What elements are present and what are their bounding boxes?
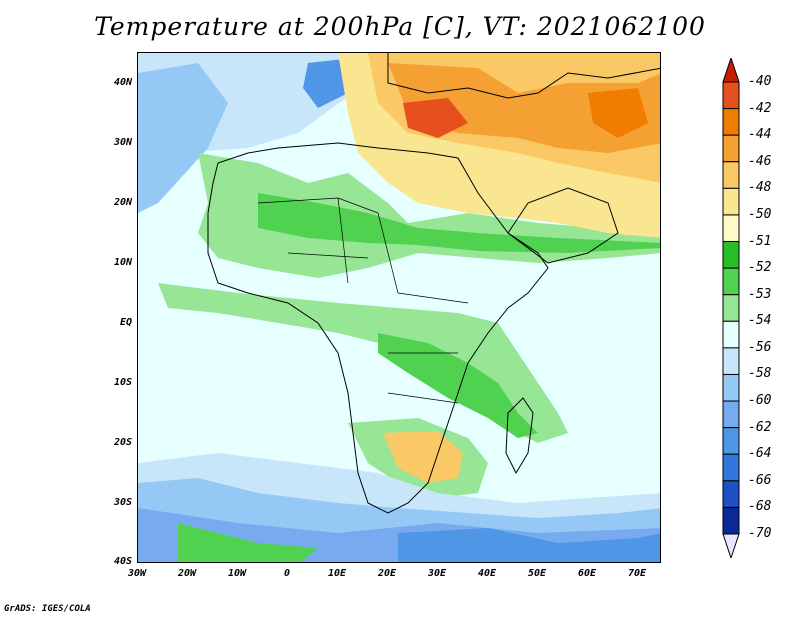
colorbar-swatch xyxy=(722,134,740,163)
colorbar-label: -56 xyxy=(748,339,772,355)
colorbar-label: -53 xyxy=(748,286,772,302)
colorbar-label: -52 xyxy=(748,260,772,276)
colorbar-label: -68 xyxy=(748,499,772,515)
colorbar-swatch xyxy=(722,453,740,482)
colorbar-label: -50 xyxy=(748,206,772,222)
map-svg xyxy=(138,53,660,562)
lon-label-40e: 40E xyxy=(477,568,497,579)
lat-label-10s: 10S xyxy=(113,377,132,388)
lat-label-30s: 30S xyxy=(113,497,132,508)
colorbar-swatch xyxy=(722,81,740,110)
lat-label-40s: 40S xyxy=(113,556,132,567)
field-yellow-south-africa xyxy=(383,431,463,483)
field-dark-orange-mediterranean xyxy=(403,98,468,138)
madagascar-coastline xyxy=(505,397,534,475)
field-green-core-north xyxy=(258,193,660,253)
lat-label-20n: 20N xyxy=(113,197,132,208)
colorbar-label: -70 xyxy=(748,526,772,541)
colorbar-swatch xyxy=(722,400,740,429)
lat-label-40n: 40N xyxy=(113,77,132,88)
colorbar-label: -42 xyxy=(748,100,772,116)
lon-label-20e: 20E xyxy=(377,568,397,579)
footer-credit: GrADS: IGES/COLA xyxy=(4,604,91,614)
colorbar-swatch xyxy=(722,241,740,269)
lat-label-10n: 10N xyxy=(113,257,132,268)
colorbar-swatch xyxy=(722,187,740,216)
field-deep-blue-south xyxy=(398,528,660,562)
lon-label-30e: 30E xyxy=(427,568,447,579)
lon-label-0: 0 xyxy=(283,568,291,579)
africa-coastline xyxy=(207,142,549,514)
colorbar-swatch xyxy=(722,506,740,535)
colorbar-label: -44 xyxy=(748,127,772,143)
colorbar-bottom-arrow xyxy=(722,533,740,558)
colorbar-label: -62 xyxy=(748,419,772,435)
lon-label-10w: 10W xyxy=(227,568,247,579)
colorbar-label: -51 xyxy=(748,233,772,249)
lon-label-60e: 60E xyxy=(577,568,597,579)
lon-label-50e: 50E xyxy=(527,568,547,579)
colorbar-swatch xyxy=(722,320,740,349)
field-green-equator xyxy=(158,283,568,443)
colorbar-swatch xyxy=(722,347,740,375)
colorbar-label: -46 xyxy=(748,153,772,169)
colorbar-label: -54 xyxy=(748,313,772,329)
lat-label-30n: 30N xyxy=(113,137,132,148)
lon-label-10e: 10E xyxy=(327,568,347,579)
colorbar-swatch xyxy=(722,161,740,189)
field-green-south-atlantic xyxy=(178,523,318,562)
colorbar-swatch xyxy=(722,294,740,322)
eurasia-coastline xyxy=(387,53,660,99)
colorbar-label: -48 xyxy=(748,180,772,196)
temperature-map xyxy=(137,52,661,563)
lon-label-30w: 30W xyxy=(127,568,147,579)
arabia-coastline xyxy=(507,187,619,264)
colorbar-swatch xyxy=(722,373,740,402)
colorbar-swatch xyxy=(722,427,740,455)
plot-title: Temperature at 200hPa [C], VT: 202106210… xyxy=(94,12,706,41)
lon-label-20w: 20W xyxy=(177,568,197,579)
colorbar-label: -40 xyxy=(748,74,772,89)
lat-label-20s: 20S xyxy=(113,437,132,448)
colorbar-label: -64 xyxy=(748,446,772,462)
field-orange-ne xyxy=(388,63,660,153)
lat-label-eq: EQ xyxy=(119,317,132,328)
lon-label-70e: 70E xyxy=(627,568,647,579)
colorbar-label: -66 xyxy=(748,472,772,488)
colorbar xyxy=(722,58,740,558)
field-green-core-east xyxy=(378,333,538,438)
colorbar-swatch xyxy=(722,480,740,508)
country-borders xyxy=(257,197,469,404)
colorbar-swatch xyxy=(722,267,740,296)
colorbar-swatch xyxy=(722,214,740,243)
colorbar-label: -60 xyxy=(748,393,772,409)
field-dark-orange-iran xyxy=(588,88,648,138)
colorbar-top-arrow xyxy=(722,58,740,83)
field-blue-nw-ocean xyxy=(138,63,228,213)
colorbar-label: -58 xyxy=(748,366,772,382)
colorbar-swatch xyxy=(722,108,740,136)
field-blue-iberia xyxy=(303,58,353,108)
